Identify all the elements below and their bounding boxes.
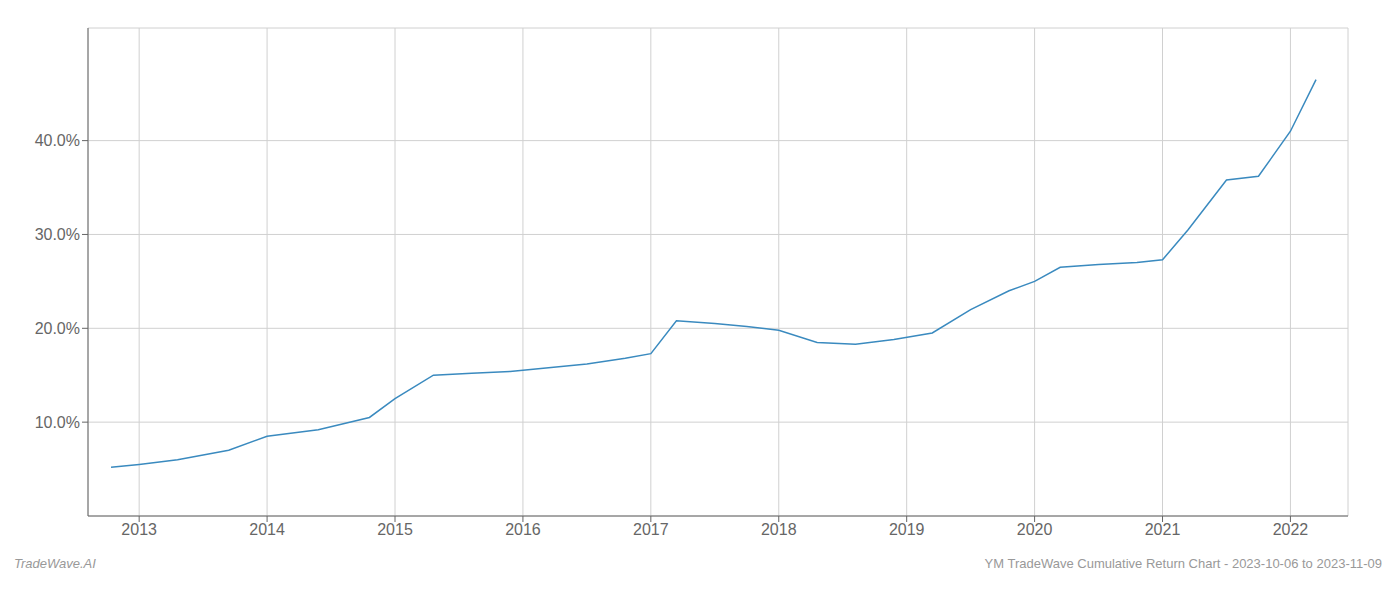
html-text:TradeWave.AI: TradeWave.AI bbox=[14, 556, 96, 571]
svg-text:2019: 2019 bbox=[889, 521, 925, 538]
svg-text:2015: 2015 bbox=[377, 521, 413, 538]
svg-text:2018: 2018 bbox=[761, 521, 797, 538]
svg-text:2022: 2022 bbox=[1273, 521, 1309, 538]
svg-text:2021: 2021 bbox=[1145, 521, 1181, 538]
svg-text:40.0%: 40.0% bbox=[35, 132, 80, 149]
svg-text:20.0%: 20.0% bbox=[35, 320, 80, 337]
svg-text:2014: 2014 bbox=[249, 521, 285, 538]
html-text:YM TradeWave Cumulative Return: YM TradeWave Cumulative Return Chart - 2… bbox=[984, 556, 1382, 571]
svg-text:2020: 2020 bbox=[1017, 521, 1053, 538]
svg-text:10.0%: 10.0% bbox=[35, 414, 80, 431]
svg-text:2013: 2013 bbox=[121, 521, 157, 538]
svg-text:30.0%: 30.0% bbox=[35, 226, 80, 243]
svg-text:2017: 2017 bbox=[633, 521, 669, 538]
svg-text:2016: 2016 bbox=[505, 521, 541, 538]
